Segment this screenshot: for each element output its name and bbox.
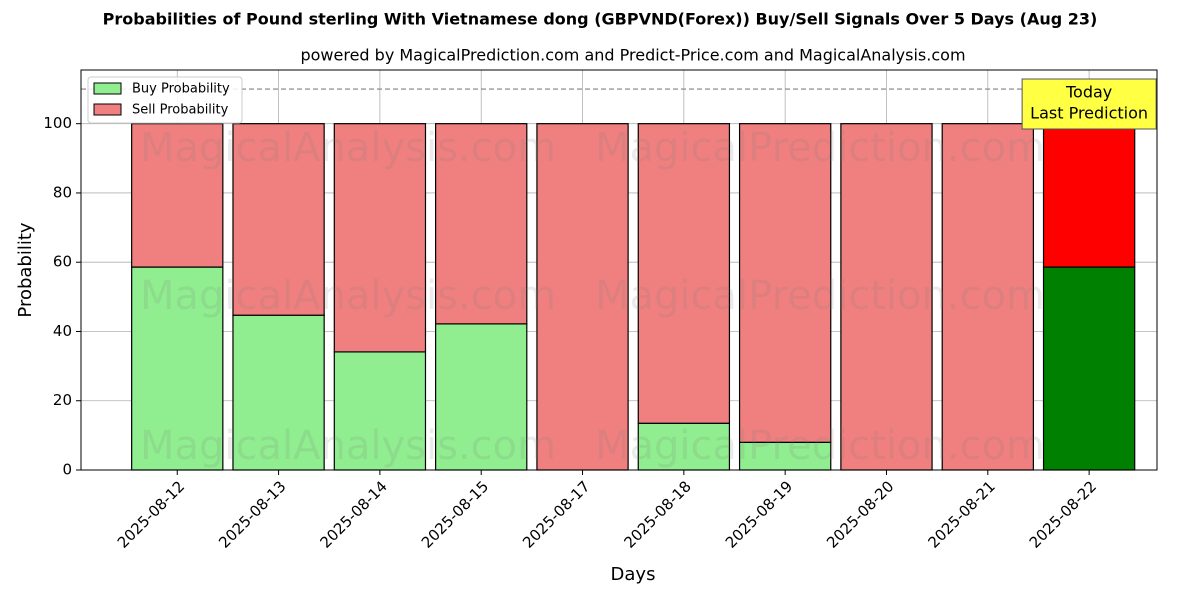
bar — [435, 323, 528, 471]
plot-frame — [80, 69, 1158, 471]
annotation-text: Last Prediction — [1030, 104, 1148, 123]
y-tick-label: 0 — [62, 461, 72, 479]
bar — [738, 441, 832, 471]
x-axis-label: Days — [611, 564, 656, 585]
chart-title: Probabilities of Pound sterling With Vie… — [103, 10, 1098, 29]
x-tick-label: 2025-08-22 — [1026, 477, 1100, 551]
x-tick-label: 2025-08-12 — [114, 477, 188, 551]
legend-label: Sell Probability — [132, 103, 229, 118]
x-tick-label: 2025-08-14 — [317, 477, 391, 551]
bar — [738, 123, 832, 443]
y-tick-label: 100 — [43, 114, 72, 132]
y-tick-label: 80 — [53, 183, 72, 201]
bar — [941, 123, 1034, 471]
legend-box — [87, 76, 243, 124]
bar — [131, 266, 224, 471]
bar — [1042, 123, 1136, 268]
bar — [333, 351, 427, 471]
legend-swatch — [93, 82, 122, 95]
legend-swatch — [93, 103, 122, 116]
x-tick-label: 2025-08-19 — [722, 477, 796, 551]
bar — [536, 123, 629, 471]
y-tick-label: 20 — [53, 391, 72, 409]
watermark: MagicalPrediction.com — [595, 125, 1045, 171]
chart-subtitle: powered by MagicalPrediction.com and Pre… — [300, 46, 965, 65]
bar — [840, 123, 933, 471]
annotation-text: Today — [1065, 83, 1112, 102]
bar — [131, 123, 224, 268]
bar — [232, 123, 325, 316]
x-tick-label: 2025-08-17 — [519, 477, 593, 551]
bar — [637, 422, 731, 471]
legend-label: Buy Probability — [132, 82, 230, 97]
y-tick-label: 60 — [53, 253, 72, 271]
x-tick-label: 2025-08-13 — [215, 477, 289, 551]
watermark: MagicalPrediction.com — [595, 423, 1045, 469]
annotation-box — [1021, 78, 1157, 130]
x-tick-label: 2025-08-15 — [418, 477, 492, 551]
y-axis-label: Probability — [15, 222, 36, 317]
watermark: MagicalAnalysis.com — [140, 273, 556, 319]
y-tick-label: 40 — [53, 322, 72, 340]
x-tick-label: 2025-08-21 — [924, 477, 998, 551]
bar — [1042, 266, 1136, 471]
x-tick-label: 2025-08-18 — [620, 477, 694, 551]
watermark: MagicalAnalysis.com — [140, 423, 556, 469]
watermark: MagicalPrediction.com — [595, 273, 1045, 319]
watermark: MagicalAnalysis.com — [140, 125, 556, 171]
bar — [333, 123, 427, 353]
bar — [435, 123, 528, 325]
x-tick-label: 2025-08-20 — [823, 477, 897, 551]
bar — [637, 123, 731, 424]
